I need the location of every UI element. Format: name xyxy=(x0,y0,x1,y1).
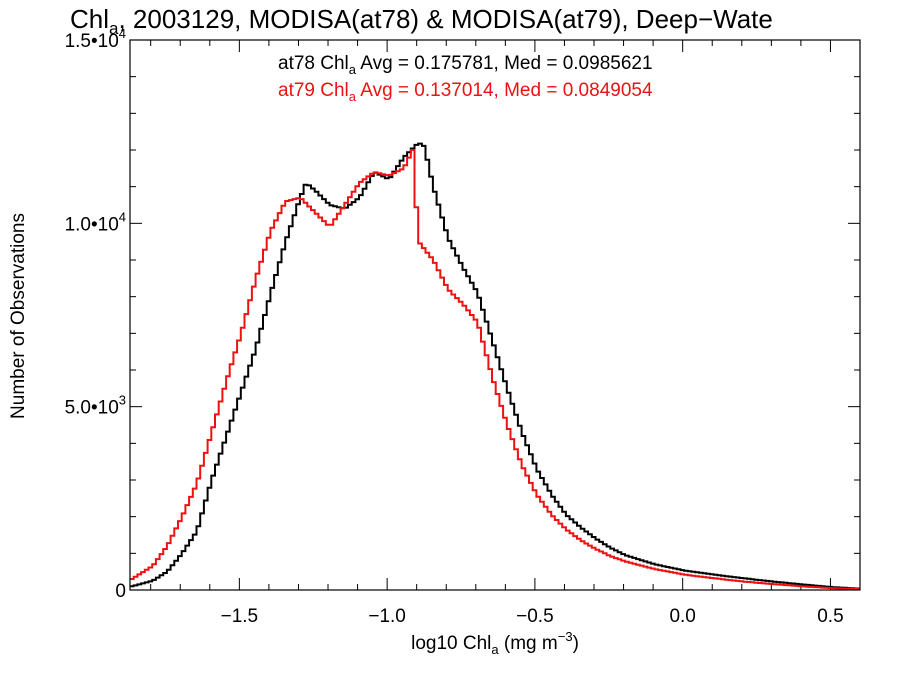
stats-at79: at79 Chla Avg = 0.137014, Med = 0.084905… xyxy=(278,80,653,104)
x-tick-label: 0.5 xyxy=(817,606,843,627)
x-axis-label: log10 Chla (mg m−3) xyxy=(411,629,579,657)
stats-annotations: at78 Chla Avg = 0.175781, Med = 0.098562… xyxy=(278,53,653,104)
y-tick-label: 1.5•104 xyxy=(65,26,126,52)
axis-ticks: −1.5 −1.0 −0.5 0.0 0.5 0 5.0•103 1.0•104 1.5•104 xyxy=(65,26,861,627)
x-tick-label: −0.5 xyxy=(516,606,554,627)
stats-at78: at78 Chla Avg = 0.175781, Med = 0.098562… xyxy=(278,53,653,77)
x-tick-label: −1.5 xyxy=(221,606,259,627)
x-tick-label: 0.0 xyxy=(669,606,695,627)
y-axis-label: Number of Observations xyxy=(8,213,29,419)
y-tick-label: 5.0•103 xyxy=(65,393,126,419)
y-tick-label: 0 xyxy=(115,581,126,602)
series-layer xyxy=(130,142,860,591)
series-at79-line xyxy=(130,149,860,591)
x-tick-label: −1.0 xyxy=(368,606,406,627)
y-tick-label: 1.0•104 xyxy=(65,209,126,235)
series-at78-line xyxy=(130,142,860,590)
plot-frame xyxy=(129,39,861,591)
chart-title: Chla, 2003129, MODISA(at78) & MODISA(at7… xyxy=(70,4,773,38)
